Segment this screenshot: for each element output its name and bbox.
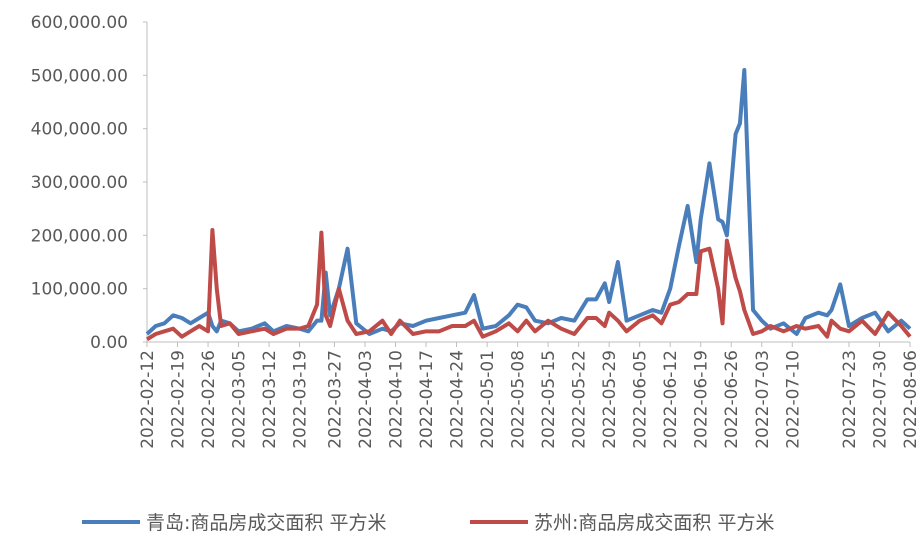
x-tick-label: 2022-07-10 <box>783 350 803 449</box>
x-tick-label: 2022-04-03 <box>356 350 376 449</box>
x-tick-label: 2022-06-05 <box>631 350 651 449</box>
x-tick-label: 2022-04-10 <box>387 350 407 449</box>
x-tick-label: 2022-06-26 <box>722 350 742 449</box>
x-tick-label: 2022-03-12 <box>260 350 280 449</box>
x-tick-label: 2022-02-26 <box>199 350 219 449</box>
x-tick-label: 2022-05-08 <box>509 350 529 449</box>
y-tick-label: 600,000.00 <box>31 13 128 33</box>
x-tick-label: 2022-05-29 <box>600 350 620 449</box>
y-tick-label: 0.00 <box>90 333 128 353</box>
x-tick-label: 2022-06-12 <box>661 350 681 449</box>
x-tick-label: 2022-05-22 <box>570 350 590 449</box>
x-tick-label: 2022-06-19 <box>692 350 712 449</box>
x-tick-label: 2022-03-27 <box>325 350 345 449</box>
x-tick-label: 2022-03-19 <box>291 350 311 449</box>
series-line <box>145 68 912 336</box>
x-tick-label: 2022-03-05 <box>230 350 250 449</box>
x-tick-label: 2022-05-01 <box>478 350 498 449</box>
legend-label: 青岛:商品房成交面积 平方米 <box>146 512 386 534</box>
y-tick-label: 100,000.00 <box>31 280 128 300</box>
x-tick-label: 2022-07-30 <box>870 350 890 449</box>
x-tick-label: 2022-02-12 <box>138 350 158 449</box>
y-tick-label: 200,000.00 <box>31 226 128 246</box>
x-tick-label: 2022-04-24 <box>448 350 468 449</box>
y-tick-label: 300,000.00 <box>31 173 128 193</box>
y-tick-label: 500,000.00 <box>31 66 128 86</box>
x-tick-label: 2022-04-17 <box>417 350 437 449</box>
x-tick-label: 2022-07-23 <box>840 350 860 449</box>
y-tick-label: 400,000.00 <box>31 120 128 140</box>
x-tick-label: 2022-05-15 <box>539 350 559 449</box>
series-line <box>145 228 912 342</box>
x-tick-label: 2022-02-19 <box>169 350 189 449</box>
x-tick-label: 2022-08-06 <box>901 350 920 449</box>
x-tick-label: 2022-07-03 <box>753 350 773 449</box>
legend-label: 苏州:商品房成交面积 平方米 <box>534 512 774 534</box>
